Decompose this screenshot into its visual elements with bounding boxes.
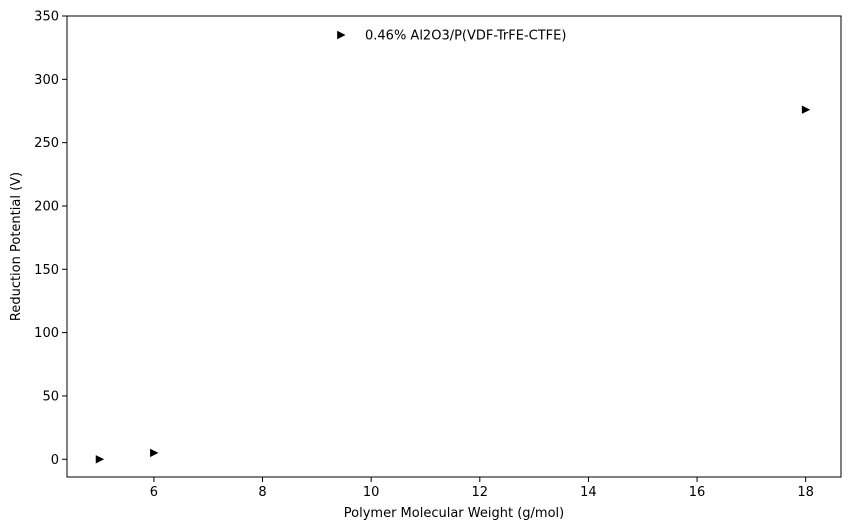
y-tick-label-2: 100 bbox=[34, 326, 59, 341]
y-tick-label-5: 250 bbox=[34, 136, 59, 151]
x-tick-label-5: 16 bbox=[689, 485, 706, 500]
x-tick-label-6: 18 bbox=[797, 485, 814, 500]
data-point-0-2 bbox=[801, 105, 811, 114]
legend-marker-0 bbox=[337, 30, 346, 40]
y-tick-label-7: 350 bbox=[34, 10, 59, 25]
plot-frame bbox=[66, 15, 842, 478]
y-tick-label-0: 0 bbox=[51, 453, 59, 468]
x-tick-label-4: 14 bbox=[580, 485, 597, 500]
y-tick-label-4: 200 bbox=[34, 199, 59, 214]
y-tick-label-1: 50 bbox=[42, 389, 59, 404]
data-point-0-0 bbox=[95, 455, 105, 464]
x-tick-label-2: 10 bbox=[363, 485, 380, 500]
x-tick-label-1: 8 bbox=[258, 485, 266, 500]
y-axis-label: Reduction Potential (V) bbox=[9, 172, 24, 321]
y-tick-label-3: 150 bbox=[34, 263, 59, 278]
x-axis-label: Polymer Molecular Weight (g/mol) bbox=[344, 506, 564, 521]
y-tick-label-6: 300 bbox=[34, 73, 59, 88]
x-tick-label-3: 12 bbox=[472, 485, 489, 500]
x-tick-label-0: 6 bbox=[150, 485, 158, 500]
data-point-0-1 bbox=[150, 448, 159, 458]
legend-label-0: 0.46% Al2O3/P(VDF-TrFE-CTFE) bbox=[365, 29, 566, 44]
